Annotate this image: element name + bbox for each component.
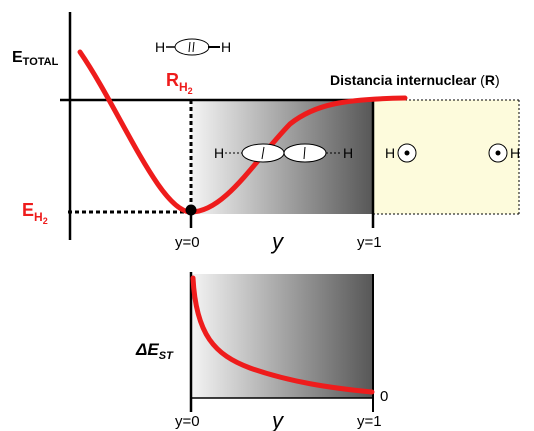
- h2-molecule-icon: H H: [155, 38, 231, 56]
- potential-energy-curve: [77, 49, 408, 215]
- tick-label-y-mid: y: [270, 229, 285, 254]
- dissociated-right-label: H: [510, 145, 520, 161]
- bottom-tick-label-y0: y=0: [175, 413, 200, 430]
- dissociated-atom-right: H: [488, 143, 520, 163]
- stretched-h2-icon: H H: [214, 143, 353, 163]
- stretched-right-atom-label: H: [343, 145, 353, 161]
- top-plot: H H H H H H: [12, 12, 520, 254]
- bottom-tick-label-y1: y=1: [357, 413, 382, 430]
- tick-label-y1: y=1: [357, 234, 382, 251]
- dissociated-atom-left: H: [385, 143, 417, 163]
- stretched-left-atom-label: H: [214, 145, 224, 161]
- h2-right-atom-label: H: [221, 39, 231, 55]
- equilibrium-energy-label: EH2: [22, 200, 48, 226]
- tick-label-y0: y=0: [175, 234, 200, 251]
- equilibrium-point: [185, 204, 197, 216]
- y-axis-label-etotal: ETOTAL: [12, 49, 59, 68]
- bottom-tick-label-y-mid: y: [270, 408, 285, 431]
- singlet-triplet-gap-curve: [190, 275, 375, 395]
- dissociated-left-label: H: [385, 145, 395, 161]
- equilibrium-distance-label: RH2: [166, 70, 193, 96]
- bottom-y-axis-label: ΔEST: [135, 340, 174, 362]
- x-axis-label: Distancia internuclear (R): [330, 72, 500, 88]
- bottom-plot: ΔEST 0 y=0 y y=1: [135, 272, 388, 431]
- bottom-zero-label: 0: [380, 388, 388, 405]
- h2-left-atom-label: H: [155, 39, 165, 55]
